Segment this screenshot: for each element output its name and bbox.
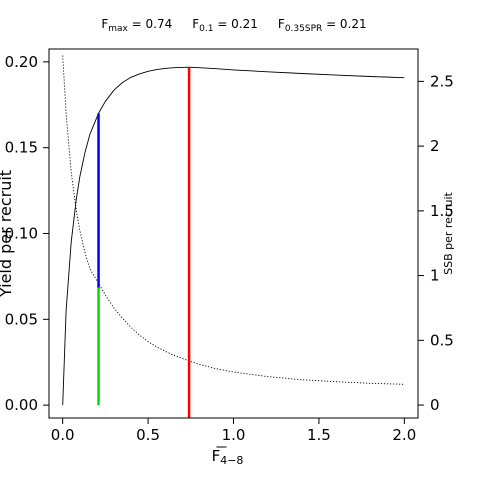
chart-title: Fmax = 0.74 F0.1 = 0.21 F0.35SPR = 0.21 (101, 17, 366, 34)
y-left-tick-label: 0.20 (5, 53, 38, 71)
y-axis-label-left: Yield per recruit (0, 170, 15, 298)
title-part-value: = 0.21 (322, 17, 366, 31)
y-axis-label-right: SSB per recruit (442, 191, 455, 274)
y-left-tick-label: 0.15 (5, 139, 38, 157)
plot-frame (48, 48, 419, 419)
y-right-tick-label: 2.5 (430, 72, 454, 90)
reference-lines (97, 67, 191, 418)
y-right-tick-label: 0 (430, 396, 440, 414)
title-part-base: F (101, 17, 108, 31)
ssb-per-recruit-line (62, 55, 405, 385)
x-tick-label: 1.5 (307, 426, 331, 444)
yield-per-recruit-line (62, 66, 405, 406)
title-part-sub: max (108, 24, 128, 34)
title-text: Fmax = 0.74 F0.1 = 0.21 F0.35SPR = 0.21 (101, 17, 366, 34)
y-left-tick-label: 0.10 (5, 225, 38, 243)
title-part-sub: 0.35SPR (285, 24, 322, 34)
title-part-sub: 0.1 (199, 24, 213, 34)
title-part-value: = 0.74 (128, 17, 172, 31)
x-axis-label-text: F4−8 (212, 447, 244, 467)
axis-left: 0.00 0.05 0.10 0.15 0.20 (5, 53, 49, 414)
x-tick-label: 2.0 (392, 426, 416, 444)
y-right-tick-label: 1.5 (430, 202, 454, 220)
x-axis-label: F4−8 (212, 446, 244, 467)
curves (62, 55, 405, 406)
x-tick-label: 1.0 (222, 426, 246, 444)
title-part-base: F (192, 17, 199, 31)
x-label-base: F (212, 447, 221, 465)
y-left-tick-label: 0.00 (5, 396, 38, 414)
title-part-base: F (278, 17, 285, 31)
axis-x: 0.0 0.5 1.0 1.5 2.0 (51, 418, 416, 444)
x-tick-label: 0.0 (51, 426, 75, 444)
y-right-tick-label: 0.5 (430, 331, 454, 349)
x-label-sub: 4−8 (220, 454, 243, 467)
title-part-value: = 0.21 (214, 17, 258, 31)
y-left-tick-label: 0.05 (5, 310, 38, 328)
y-right-tick-label: 1 (430, 267, 440, 285)
axis-right: 0 0.5 1 1.5 2 2.5 (418, 72, 454, 414)
y-right-tick-label: 2 (430, 137, 440, 155)
x-tick-label: 0.5 (136, 426, 160, 444)
